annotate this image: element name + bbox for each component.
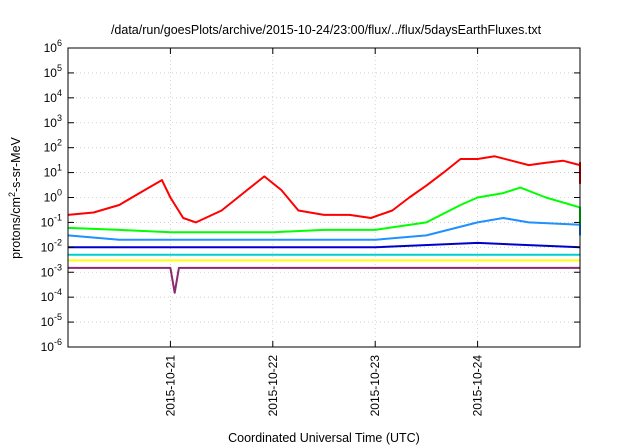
y-tick-base: 10 <box>44 166 58 180</box>
y-tick-label: 10-1 <box>41 212 62 229</box>
y-tick-label: 10-5 <box>41 312 62 329</box>
y-tick-label: 10-3 <box>41 262 62 279</box>
y-tick-base: 10 <box>44 116 58 130</box>
y-tick-label: 100 <box>44 188 62 205</box>
y-tick-label: 103 <box>44 113 62 130</box>
y-tick-exponent: -3 <box>54 262 62 272</box>
y-tick-label: 102 <box>44 138 62 155</box>
y-tick-exponent: -6 <box>54 337 62 347</box>
x-tick-label: 2015-10-24 <box>471 355 485 417</box>
y-tick-base: 10 <box>41 240 55 254</box>
chart-title: /data/run/goesPlots/archive/2015-10-24/2… <box>111 23 542 37</box>
y-tick-exponent: -4 <box>54 287 62 297</box>
y-tick-exponent: 0 <box>57 188 62 198</box>
x-axis-label: Coordinated Universal Time (UTC) <box>228 431 420 445</box>
y-axis-label: protons/cm2-s-sr-MeV <box>7 136 23 258</box>
y-tick-label: 104 <box>44 88 62 105</box>
series-group <box>67 155 581 294</box>
y-tick-base: 10 <box>44 91 58 105</box>
y-tick-label: 10-4 <box>41 287 62 304</box>
y-tick-exponent: -5 <box>54 312 62 322</box>
y-tick-label: 101 <box>44 163 62 180</box>
y-tick-base: 10 <box>41 315 55 329</box>
y-tick-base: 10 <box>44 66 58 80</box>
y-tick-base: 10 <box>41 265 55 279</box>
y-tick-exponent: 4 <box>57 88 62 98</box>
y-tick-exponent: 1 <box>57 163 62 173</box>
y-tick-base: 10 <box>44 191 58 205</box>
series-line <box>67 186 581 234</box>
y-tick-exponent: -1 <box>54 212 62 222</box>
y-axis: 10-610-510-410-310-210-11001011021031041… <box>41 38 580 354</box>
series-line <box>68 266 580 294</box>
x-tick-label: 2015-10-23 <box>368 355 382 417</box>
series-line <box>67 217 581 241</box>
x-axis: 2015-10-21 2015-10-22 2015-10-23 2015-10-24 <box>163 48 485 417</box>
y-axis-label-sup: 2 <box>7 192 17 197</box>
y-tick-exponent: 2 <box>57 138 62 148</box>
y-axis-label-base: protons/cm <box>9 197 23 259</box>
y-tick-exponent: -2 <box>54 237 62 247</box>
y-tick-exponent: 6 <box>57 38 62 48</box>
y-tick-label: 106 <box>44 38 62 55</box>
y-tick-exponent: 3 <box>57 113 62 123</box>
grid <box>68 48 580 347</box>
y-tick-label: 105 <box>44 63 62 80</box>
series-line <box>68 241 581 249</box>
series-line <box>67 155 581 224</box>
y-tick-base: 10 <box>41 340 55 354</box>
y-tick-base: 10 <box>41 290 55 304</box>
x-tick-label: 2015-10-21 <box>163 355 177 417</box>
x-tick-label: 2015-10-22 <box>266 355 280 417</box>
y-tick-exponent: 5 <box>57 63 62 73</box>
y-tick-label: 10-6 <box>41 337 62 354</box>
y-tick-base: 10 <box>44 41 58 55</box>
y-tick-base: 10 <box>41 215 55 229</box>
y-tick-base: 10 <box>44 141 58 155</box>
y-axis-label-rest: -s-sr-MeV <box>9 136 23 192</box>
y-tick-label: 10-2 <box>41 237 62 254</box>
